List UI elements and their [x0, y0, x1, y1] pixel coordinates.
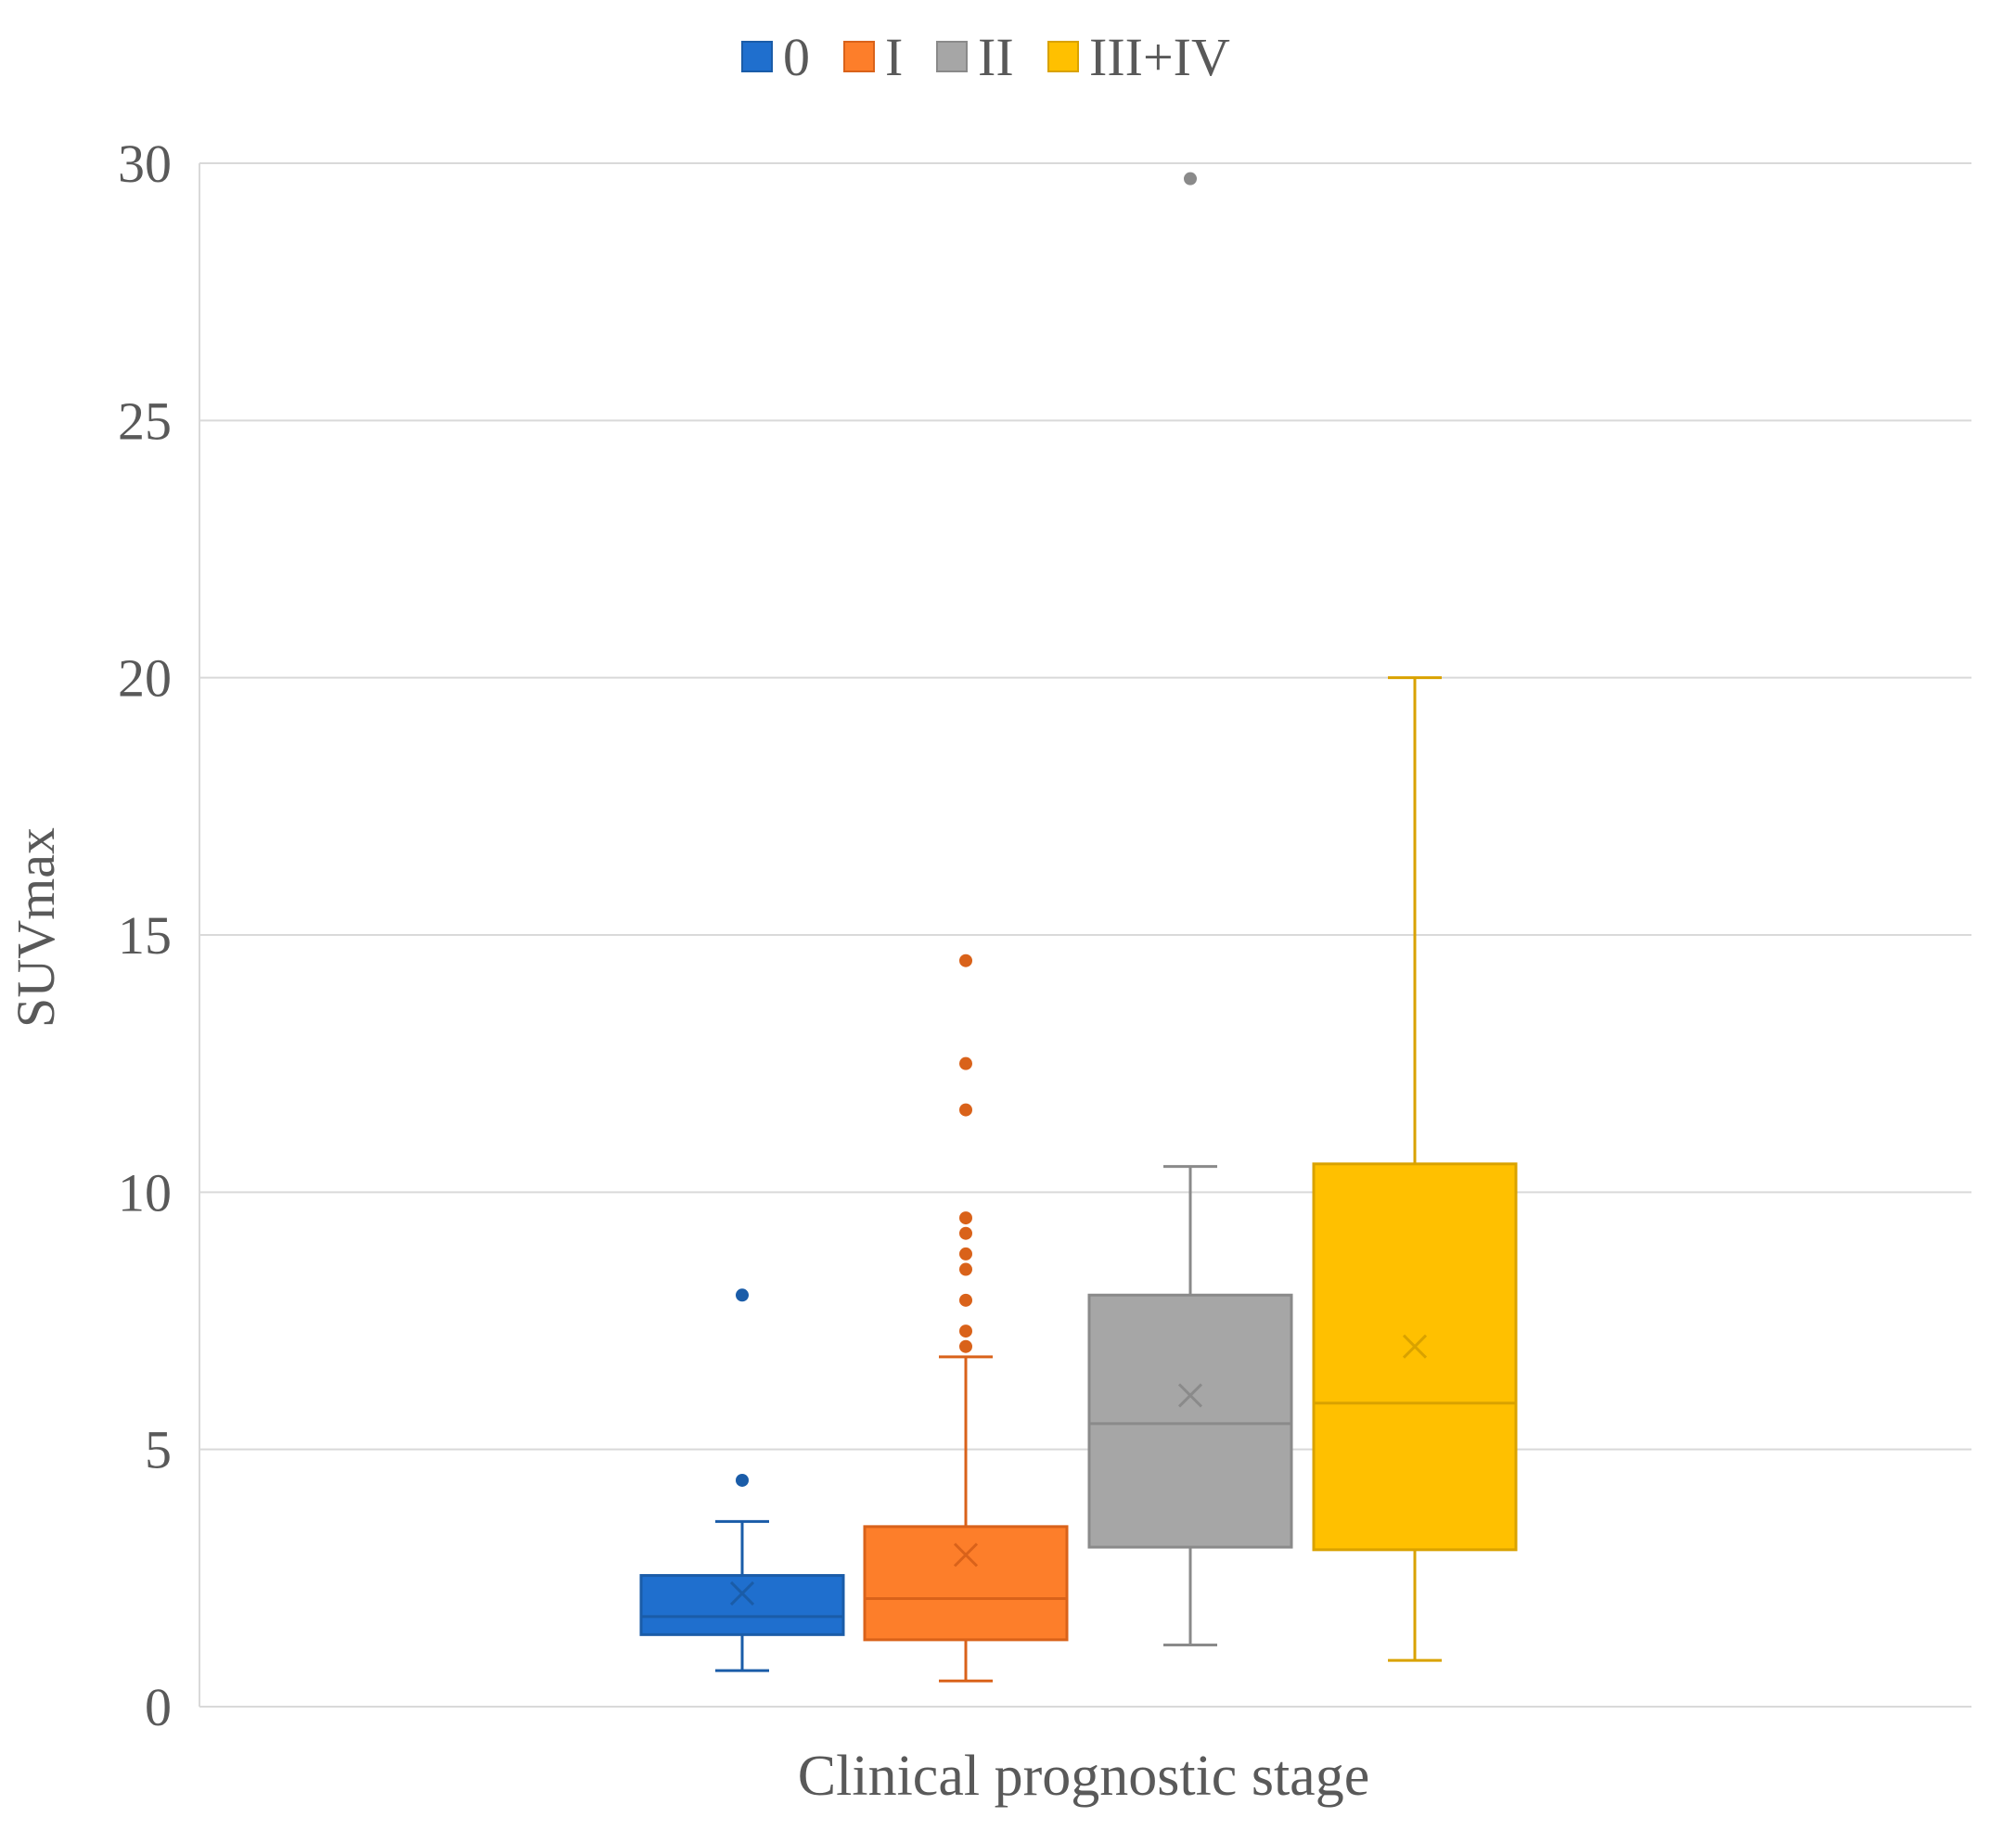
outlier-point — [959, 1325, 972, 1338]
iqr-box — [863, 1525, 1069, 1642]
y-tick-label: 20 — [118, 648, 172, 709]
y-axis-ticks: 0 5 10 15 20 25 30 — [118, 134, 172, 1737]
y-tick-label: 10 — [118, 1162, 172, 1222]
outlier-point — [959, 1339, 972, 1353]
y-tick-label: 0 — [145, 1677, 172, 1737]
outlier-point — [959, 1226, 972, 1240]
legend-item-II: II — [936, 27, 1014, 87]
x-axis-label: Clinical prognostic stage — [798, 1745, 1369, 1808]
box-series-III+IV — [1312, 676, 1518, 1662]
legend-label: 0 — [783, 27, 810, 87]
legend-swatch — [936, 41, 968, 72]
outlier-point — [736, 1288, 749, 1302]
y-tick-label: 5 — [145, 1420, 172, 1480]
y-axis-label: SUVmax — [6, 827, 66, 1028]
boxes — [639, 172, 1518, 1683]
y-tick-label: 15 — [118, 905, 172, 966]
mean-marker — [729, 1581, 755, 1606]
outlier-point — [959, 953, 972, 967]
legend-item-III+IV: III+IV — [1047, 27, 1230, 87]
y-tick-label: 25 — [118, 390, 172, 451]
box-series-I — [863, 953, 1069, 1683]
outlier-point — [959, 1262, 972, 1276]
legend-swatch — [741, 41, 773, 72]
iqr-box — [639, 1574, 845, 1636]
outlier-point — [959, 1293, 972, 1307]
legend-item-I: I — [843, 27, 903, 87]
box-series-0 — [639, 1288, 845, 1672]
iqr-box — [1087, 1293, 1293, 1549]
outlier-point — [959, 1247, 972, 1261]
outlier-point — [959, 1056, 972, 1070]
gridlines — [199, 162, 1971, 1708]
outlier-point — [736, 1473, 749, 1487]
legend-swatch — [1047, 41, 1079, 72]
mean-marker — [1177, 1383, 1203, 1408]
legend-label: I — [885, 27, 903, 87]
outlier-point — [959, 1103, 972, 1117]
mean-marker — [1402, 1334, 1428, 1359]
mean-marker — [953, 1542, 979, 1568]
legend-item-0: 0 — [741, 27, 810, 87]
outlier-point — [1184, 172, 1197, 186]
iqr-box — [1312, 1162, 1518, 1552]
legend-swatch — [843, 41, 875, 72]
legend-label: III+IV — [1089, 27, 1230, 87]
legend-label: II — [978, 27, 1014, 87]
legend: 0 I II III+IV — [741, 27, 1230, 87]
box-series-II — [1087, 172, 1293, 1646]
y-tick-label: 30 — [118, 134, 172, 194]
outlier-point — [959, 1211, 972, 1225]
